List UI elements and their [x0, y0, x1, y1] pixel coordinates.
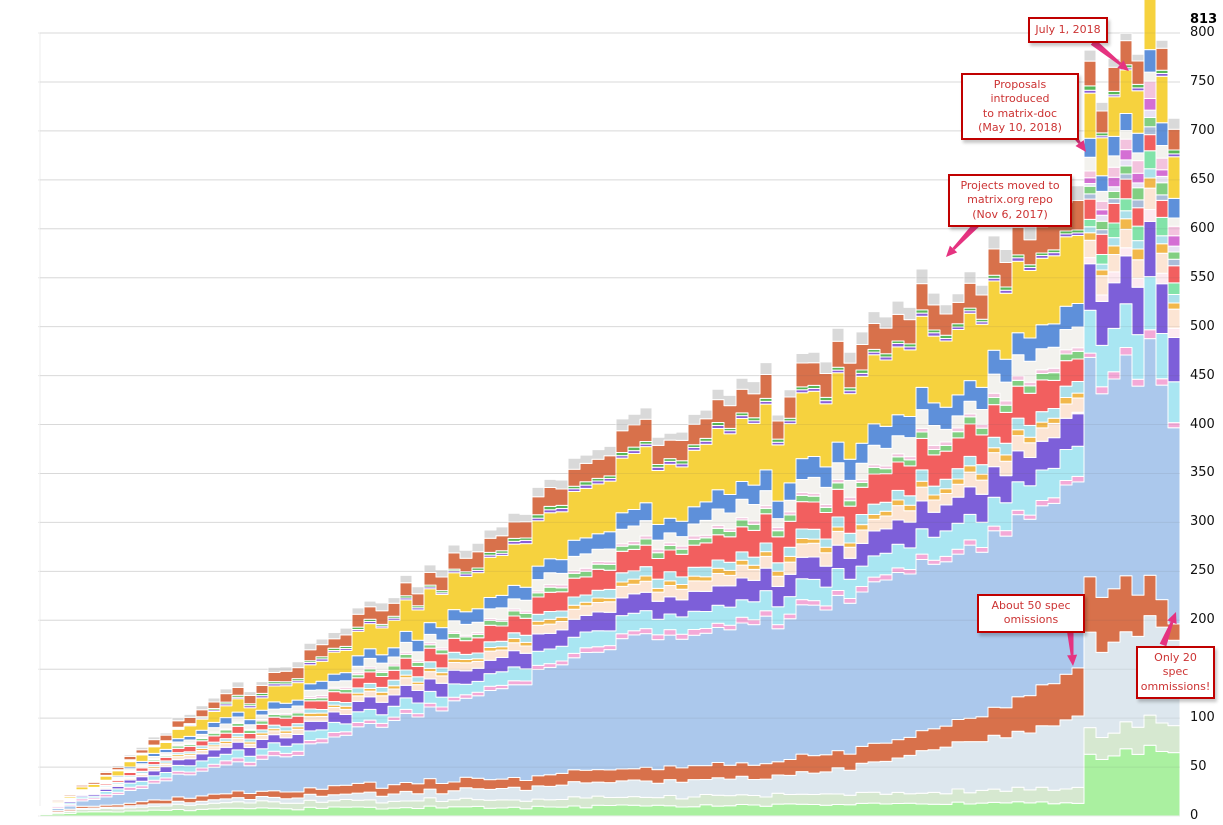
callout-arrowhead-projects-moved: [946, 245, 958, 257]
y-axis-tick-label-50: 50: [1190, 759, 1207, 775]
callout-arrow-projects-moved: [952, 220, 981, 250]
y-axis-tick-label-450: 450: [1190, 367, 1215, 383]
callout-arrowhead-about-50-spec-omissions: [1067, 654, 1078, 666]
callout-arrow-july-1-2018: [1090, 39, 1122, 66]
y-axis-tick-label-300: 300: [1190, 514, 1215, 530]
y-axis-tick-label-250: 250: [1190, 563, 1215, 579]
y-axis-max-label: 813: [1190, 12, 1218, 27]
annotation-proposals-introduced: Proposals introduced to matrix-doc (May …: [961, 73, 1079, 141]
y-axis-tick-label-100: 100: [1190, 710, 1215, 726]
callout-arrow-only-20-spec-omissions: [1159, 621, 1174, 647]
callout-arrowhead-only-20-spec-omissions: [1167, 612, 1177, 625]
area-grey-top: [39, 0, 1181, 807]
y-axis-tick-label-550: 550: [1190, 269, 1215, 285]
callout-arrow-about-50-spec-omissions: [1066, 627, 1074, 656]
callout-arrowhead-proposals-introduced: [1075, 140, 1086, 152]
annotation-projects-moved: Projects moved to matrix.org repo (Nov 6…: [948, 174, 1072, 227]
annotation-july-1-2018: July 1, 2018: [1028, 17, 1108, 43]
y-axis-tick-label-750: 750: [1190, 73, 1215, 89]
y-axis-tick-label-700: 700: [1190, 122, 1215, 138]
y-axis-tick-label-800: 800: [1190, 25, 1215, 40]
y-axis-tick-label-350: 350: [1190, 465, 1215, 481]
y-axis-tick-label-650: 650: [1190, 171, 1215, 187]
y-axis-tick-label-500: 500: [1190, 318, 1215, 334]
annotation-only-20-spec-omissions: Only 20 spec ommissions!: [1136, 646, 1215, 699]
y-axis-tick-label-200: 200: [1190, 612, 1215, 628]
annotation-about-50-spec-omissions: About 50 spec omissions: [977, 594, 1085, 633]
y-axis-tick-label-0: 0: [1190, 808, 1199, 823]
y-axis-tick-label-400: 400: [1190, 416, 1215, 432]
y-axis-tick-label-600: 600: [1190, 220, 1215, 236]
callout-arrowhead-july-1-2018: [1117, 60, 1129, 71]
